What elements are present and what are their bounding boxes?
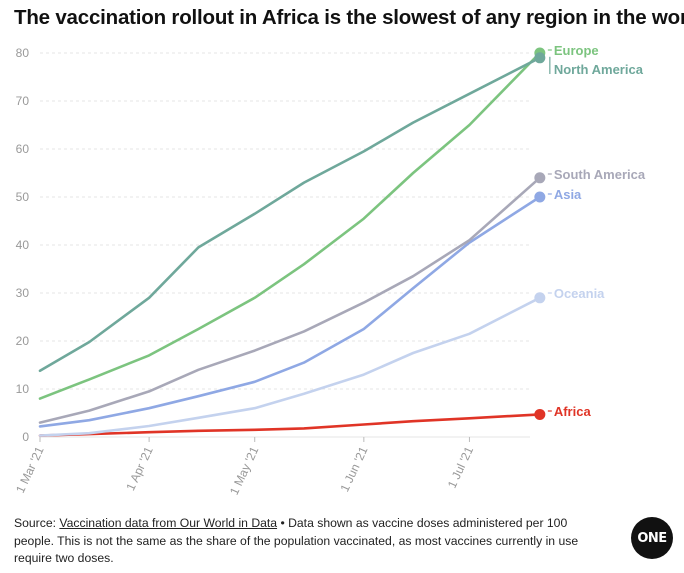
source-prefix: Source: (14, 516, 60, 530)
series-label-africa: Africa (554, 404, 592, 419)
x-tick-label: 1 Jun '21 (337, 444, 370, 494)
y-tick-label: 0 (22, 430, 29, 444)
x-tick-label: 1 Mar '21 (13, 444, 47, 495)
y-tick-label: 40 (16, 238, 30, 252)
chart-footer: Source: Vaccination data from Our World … (14, 515, 604, 568)
y-tick-label: 50 (16, 190, 30, 204)
series-line-south-america (38, 176, 542, 424)
chart-title: The vaccination rollout in Africa is the… (14, 6, 684, 29)
series-labels: Africa Oceania Asia South America Europe Nort… (547, 43, 646, 419)
series-end-dot-south-america (534, 172, 546, 184)
y-tick-label: 20 (16, 334, 30, 348)
x-tick-label: 1 Jul '21 (445, 444, 477, 490)
series-end-dot-oceania (534, 292, 546, 304)
y-tick-label: 70 (16, 94, 30, 108)
series-line-oceania (38, 296, 542, 437)
line-chart: 0 10 20 30 40 50 60 70 80 1 Mar '21 1 Apr '21 1 May… (13, 43, 646, 497)
series-label-south-america: South America (554, 167, 646, 182)
series-lines (38, 47, 546, 437)
series-end-dot-africa (534, 408, 546, 420)
series-label-north-america: North America (554, 62, 644, 77)
series-label-asia: Asia (554, 187, 582, 202)
series-end-dot-north-america (534, 52, 546, 64)
series-label-europe: Europe (554, 43, 599, 58)
y-tick-label: 30 (16, 286, 30, 300)
series-label-oceania: Oceania (554, 286, 605, 301)
series-line-north-america (38, 56, 542, 373)
one-logo: ONE (631, 517, 673, 559)
x-tick-label: 1 Apr '21 (123, 444, 156, 493)
x-tick-label: 1 May '21 (227, 444, 262, 497)
series-line-africa (38, 413, 542, 437)
series-end-dot-asia (534, 191, 546, 203)
series-line-asia (38, 195, 542, 428)
source-link[interactable]: Vaccination data from Our World in Data (59, 516, 278, 530)
y-tick-label: 80 (16, 46, 30, 60)
y-tick-label: 10 (16, 382, 30, 396)
grid (40, 52, 530, 438)
series-line-europe (38, 51, 542, 400)
y-tick-label: 60 (16, 142, 30, 156)
footer-note: • Data shown as vaccine doses administer… (14, 516, 579, 565)
